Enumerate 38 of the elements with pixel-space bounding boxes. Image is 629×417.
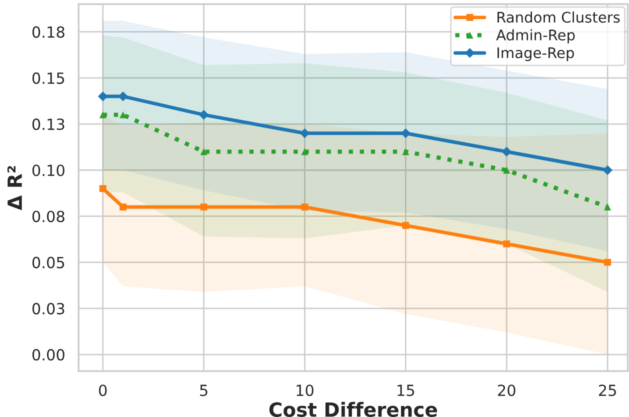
point xyxy=(503,240,510,248)
point xyxy=(120,111,127,118)
point xyxy=(198,110,209,120)
point xyxy=(98,91,108,102)
point xyxy=(301,148,308,156)
legend-label: Admin-Rep xyxy=(496,29,575,44)
legend-label: Image-Rep xyxy=(498,47,574,62)
legend-label: Random Clusters xyxy=(498,11,620,23)
point xyxy=(503,166,510,174)
point xyxy=(200,148,208,156)
point xyxy=(602,165,612,176)
y-tick-label: 0.10 xyxy=(32,164,64,176)
y-tick-label: 0.13 xyxy=(32,118,64,130)
point xyxy=(120,204,127,210)
x-tick-label: 15 xyxy=(398,384,414,396)
x-tick-label: 20 xyxy=(498,384,516,396)
point xyxy=(502,146,512,157)
point xyxy=(99,111,106,118)
point xyxy=(200,204,208,210)
y-tick-label: 0.18 xyxy=(32,26,64,38)
x-tick-label: 25 xyxy=(598,384,616,396)
point xyxy=(402,148,410,156)
point xyxy=(301,204,308,210)
y-tick-label: 0.00 xyxy=(32,349,64,361)
y-tick-label: 0.03 xyxy=(32,302,64,314)
y-tick-label: 0.08 xyxy=(32,210,64,222)
y-axis-title: Δ R² xyxy=(7,166,22,210)
point xyxy=(604,204,612,210)
x-tick-label: 0 xyxy=(99,384,107,396)
point xyxy=(604,258,612,266)
y-tick-label: 0.05 xyxy=(32,256,64,268)
point xyxy=(99,185,106,192)
x-tick-label: 10 xyxy=(296,384,314,396)
point xyxy=(118,91,128,102)
x-tick-label: 5 xyxy=(200,384,208,396)
y-tick-label: 0.15 xyxy=(32,72,64,84)
point xyxy=(402,222,410,229)
x-axis-title: Cost Difference xyxy=(269,402,437,417)
